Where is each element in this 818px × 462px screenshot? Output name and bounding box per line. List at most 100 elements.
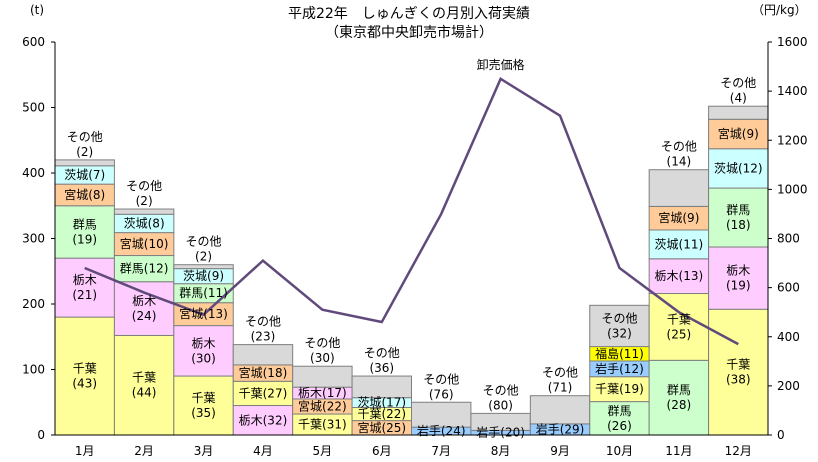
top-label: その他(80) xyxy=(483,383,519,412)
segment-label: 群馬(19) xyxy=(72,217,97,246)
segment-label: 宮城(10) xyxy=(120,236,169,251)
x-tick-label: 1月 xyxy=(75,444,95,458)
segment-label: 宮城(22) xyxy=(298,399,347,414)
top-label: その他(30) xyxy=(304,336,340,365)
bar-stack xyxy=(589,304,650,436)
x-tick-label: 6月 xyxy=(372,444,392,458)
bar-segment xyxy=(173,264,234,270)
bar-segment xyxy=(292,365,353,388)
segment-label: 茨城(8) xyxy=(124,216,165,230)
top-label: その他(76) xyxy=(423,372,459,401)
bar-segment xyxy=(232,380,294,407)
chart-title: 平成22年 しゅんぎくの月別入荷実績 xyxy=(288,6,530,22)
bar-segment xyxy=(529,395,591,425)
price-series-label: 卸売価格 xyxy=(477,57,525,72)
segment-label: 千葉(44) xyxy=(132,371,157,400)
segment-label: 千葉(25) xyxy=(667,312,692,341)
left-tick-label: 400 xyxy=(22,166,45,180)
bar-stack xyxy=(113,208,175,436)
segment-label: 茨城(7) xyxy=(64,168,105,182)
labels-layer: 千葉(43) 栃木(21) 群馬(19) 宮城(8) 茨城(7) その他(2) 1月 千葉(4… xyxy=(64,57,762,458)
bar-stack xyxy=(529,395,591,436)
chart-subtitle: （東京都中央卸売市場計） xyxy=(325,24,493,41)
segment-label: 栃木(13) xyxy=(655,269,704,283)
segment-label: 千葉(38) xyxy=(726,358,751,387)
bar-segment xyxy=(113,255,175,283)
segment-label: その他(32) xyxy=(601,311,637,340)
left-tick-label: 500 xyxy=(22,101,45,115)
x-tick-label: 3月 xyxy=(194,444,214,458)
segment-label: 岩手(24) xyxy=(417,423,466,438)
top-label: その他(14) xyxy=(661,140,697,169)
left-tick-label: 600 xyxy=(22,35,45,49)
segment-label: 群馬(12) xyxy=(120,262,169,276)
segment-label: 宮城(13) xyxy=(179,306,228,321)
segment-label: 宮城(8) xyxy=(64,187,105,202)
bar-segment xyxy=(113,208,175,215)
right-tick-label: 1600 xyxy=(777,35,808,49)
segment-label: 茨城(17) xyxy=(357,396,406,410)
axes-layer: 0 100 200 300 400 500 600 0 200 400 600 800 1000 1200… xyxy=(22,35,807,442)
left-tick-label: 0 xyxy=(37,428,45,442)
left-tick-label: 100 xyxy=(22,363,45,377)
bar-segment xyxy=(411,401,472,428)
x-tick-label: 4月 xyxy=(253,444,273,458)
right-axis-unit: （円/kg） xyxy=(752,3,807,17)
segment-label: 群馬(28) xyxy=(667,383,692,412)
bar-segment xyxy=(173,325,234,377)
segment-label: 岩手(29) xyxy=(536,421,585,436)
segment-label: 千葉(35) xyxy=(191,391,216,420)
bar-segment xyxy=(589,376,650,403)
segment-label: 栃木(32) xyxy=(239,413,288,427)
segment-label: 宮城(9) xyxy=(658,210,699,225)
segment-label: 群馬(18) xyxy=(726,203,751,232)
top-label: その他(36) xyxy=(364,346,400,375)
right-tick-label: 800 xyxy=(777,232,800,246)
left-tick-label: 200 xyxy=(22,297,45,311)
segment-label: 栃木(19) xyxy=(726,264,751,293)
segment-label: 岩手(20) xyxy=(476,425,525,440)
segment-label: 群馬(26) xyxy=(607,404,632,433)
segment-label: 千葉(43) xyxy=(72,362,97,391)
x-tick-label: 2月 xyxy=(134,444,154,458)
x-tick-label: 12月 xyxy=(725,444,752,458)
top-label: その他(23) xyxy=(245,315,281,344)
top-label: その他(2) xyxy=(186,235,222,264)
left-axis-unit: (t) xyxy=(30,3,44,17)
segment-label: 茨城(9) xyxy=(183,269,224,283)
right-tick-label: 0 xyxy=(777,428,785,442)
bar-segment xyxy=(708,148,769,189)
segment-label: 宮城(25) xyxy=(357,420,406,435)
bar-segment xyxy=(648,169,710,207)
right-tick-label: 200 xyxy=(777,379,800,393)
bar-stack xyxy=(232,344,294,436)
segment-label: 千葉(19) xyxy=(595,382,644,396)
segment-label: 栃木(21) xyxy=(72,273,97,302)
x-tick-label: 7月 xyxy=(431,444,451,458)
segment-label: 栃木(17) xyxy=(298,386,347,400)
segment-label: 宮城(18) xyxy=(239,365,288,380)
bar-segment xyxy=(708,246,769,310)
segment-label: 茨城(11) xyxy=(655,237,704,251)
x-tick-label: 5月 xyxy=(313,444,333,458)
right-tick-label: 1000 xyxy=(777,182,808,196)
x-tick-label: 9月 xyxy=(550,444,570,458)
bar-segment xyxy=(708,105,769,120)
segment-label: 千葉(31) xyxy=(298,418,347,432)
right-tick-label: 400 xyxy=(777,330,800,344)
bar-segment xyxy=(232,344,294,366)
bar-stack xyxy=(292,365,353,436)
bar-segment xyxy=(589,401,650,436)
right-tick-label: 600 xyxy=(777,281,800,295)
segment-label: 茨城(12) xyxy=(714,161,763,175)
x-tick-label: 8月 xyxy=(491,444,511,458)
segment-label: 岩手(12) xyxy=(595,361,644,376)
segment-label: 群馬(11) xyxy=(179,286,228,300)
segment-label: 千葉(22) xyxy=(357,407,406,421)
bar-segment xyxy=(648,258,710,295)
bar-segment xyxy=(648,229,710,260)
top-label: その他(2) xyxy=(67,130,103,159)
price-line xyxy=(84,77,739,346)
segment-label: 宮城(9) xyxy=(718,126,759,141)
